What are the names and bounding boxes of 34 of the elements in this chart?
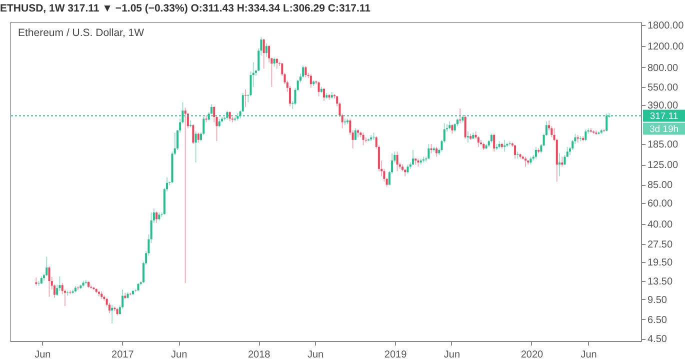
y-tick-label: 800.00	[648, 62, 679, 74]
candlestick	[38, 280, 40, 286]
x-tick-label: 2017	[112, 350, 134, 359]
x-tick-label: Jun	[34, 350, 51, 359]
x-tick-label: Jun	[171, 350, 188, 359]
y-tick-label: 1200.00	[648, 42, 684, 53]
y-tick-label: 60.00	[648, 198, 673, 210]
y-tick-label: 390.00	[648, 100, 679, 112]
candlestick	[579, 136, 582, 142]
y-tick-label: 27.50	[648, 239, 673, 250]
chart-title: ETHUSD, 1W 317.11 ▼ −1.05 (−0.33%) O:311.43 H:334.34 L:306.29 C:317.11	[0, 2, 371, 14]
candlestick	[247, 94, 250, 103]
x-tick-label: Jun	[580, 350, 597, 359]
x-tick-label: Jun	[444, 350, 460, 359]
y-tick-label: 185.00	[648, 139, 679, 150]
y-tick-label: 6.50	[648, 314, 668, 326]
y-tick-label: 40.00	[648, 220, 673, 231]
y-tick-label: 85.00	[648, 180, 673, 192]
x-tick-label: 2018	[248, 350, 271, 359]
y-tick-label: 9.50	[648, 294, 668, 306]
candlestick	[66, 290, 69, 296]
ref-line-label: 317.11	[650, 110, 678, 122]
chart-subtitle: Ethereum / U.S. Dollar, 1W	[18, 27, 144, 39]
y-tick-label: 19.50	[648, 257, 673, 268]
y-tick-label: 550.00	[648, 82, 679, 94]
y-tick-label: 4.50	[648, 334, 668, 346]
x-tick-label: Jun	[307, 350, 324, 359]
y-tick-label: 1800.00	[648, 20, 684, 32]
x-tick-label: 2020	[520, 350, 544, 359]
candlestick	[372, 132, 375, 140]
x-tick-label: 2019	[384, 350, 408, 359]
text: 3d 19h	[649, 124, 679, 135]
y-tick-label: 125.00	[648, 160, 679, 172]
y-tick-label: 13.50	[648, 276, 673, 288]
